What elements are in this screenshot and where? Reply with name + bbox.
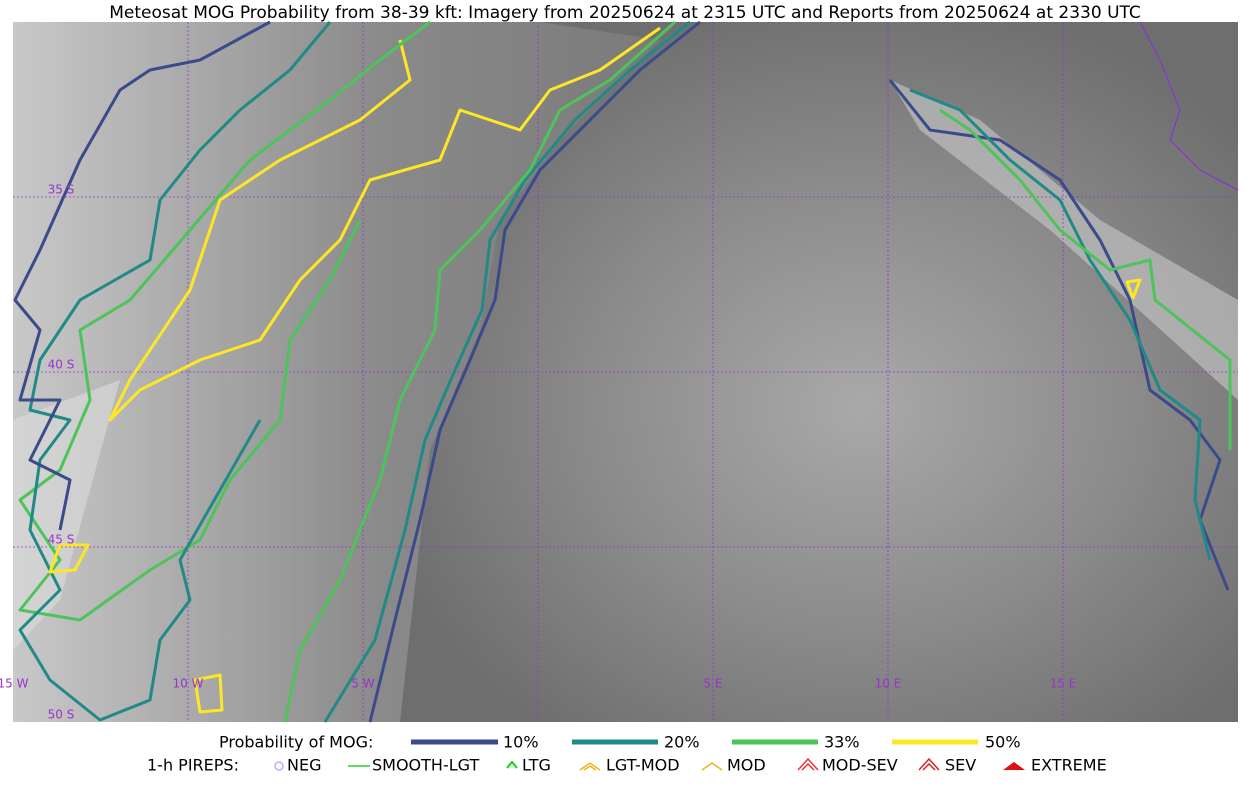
legend-entry: NEG <box>287 756 321 775</box>
legend-icon <box>506 760 518 769</box>
legend-icon <box>274 761 284 771</box>
legend-entry: MOD <box>727 756 766 775</box>
contour-10 <box>368 20 701 723</box>
lon-label: 5 W <box>351 677 374 691</box>
lat-label: 40 S <box>48 358 75 372</box>
contour-50 <box>193 673 224 714</box>
legend-entry: SEV <box>945 756 976 775</box>
legend-entry: SMOOTH-LGT <box>372 756 479 775</box>
lat-label: 45 S <box>48 533 75 547</box>
contour-33 <box>283 20 676 723</box>
contour-20 <box>909 88 1212 561</box>
cloud-band <box>13 380 120 650</box>
legend-entry: 50% <box>985 733 1021 752</box>
legend-entry: 20% <box>664 733 700 752</box>
legend-icon <box>579 762 601 771</box>
contour-10 <box>13 20 271 531</box>
title: Meteosat MOG Probability from 38-39 kft:… <box>109 3 1141 23</box>
contour-20 <box>323 20 691 723</box>
legend-entry: LGT-MOD <box>606 756 680 775</box>
legend: Probability of MOG: 10% 20% 33% 50% 1-h … <box>147 733 1107 775</box>
map: 35 S 40 S 45 S 50 S 15 W 10 W 5 W 5 E 10… <box>0 20 1239 723</box>
contour-50 <box>48 543 90 574</box>
legend-icon <box>918 757 940 771</box>
lat-label: 50 S <box>48 708 75 722</box>
cloud-band <box>890 80 1238 400</box>
legend-title: 1-h PIREPS: <box>147 756 239 775</box>
legend-entry: LTG <box>522 756 551 775</box>
contours <box>13 20 1232 723</box>
lon-label: 15 W <box>0 677 29 691</box>
legend-entry: 33% <box>824 733 860 752</box>
contour-20 <box>18 21 332 722</box>
legend-icon <box>797 757 819 771</box>
legend-icon <box>701 762 723 771</box>
legend-title: Probability of MOG: <box>219 733 373 752</box>
lat-label: 35 S <box>48 183 75 197</box>
legend-entry: 10% <box>503 733 539 752</box>
contour-50 <box>108 26 661 422</box>
lon-label: 10 E <box>875 677 902 691</box>
contour-33 <box>18 20 431 622</box>
lon-label: 5 E <box>703 677 722 691</box>
legend-entry: MOD-SEV <box>822 756 898 775</box>
legend-icon <box>1003 762 1025 770</box>
contour-33 <box>939 108 1232 450</box>
lon-label: 15 E <box>1050 677 1077 691</box>
coastline <box>1139 21 1239 191</box>
legend-entry: EXTREME <box>1031 756 1107 775</box>
lon-label: 10 W <box>173 677 204 691</box>
contour-50 <box>1125 278 1142 300</box>
